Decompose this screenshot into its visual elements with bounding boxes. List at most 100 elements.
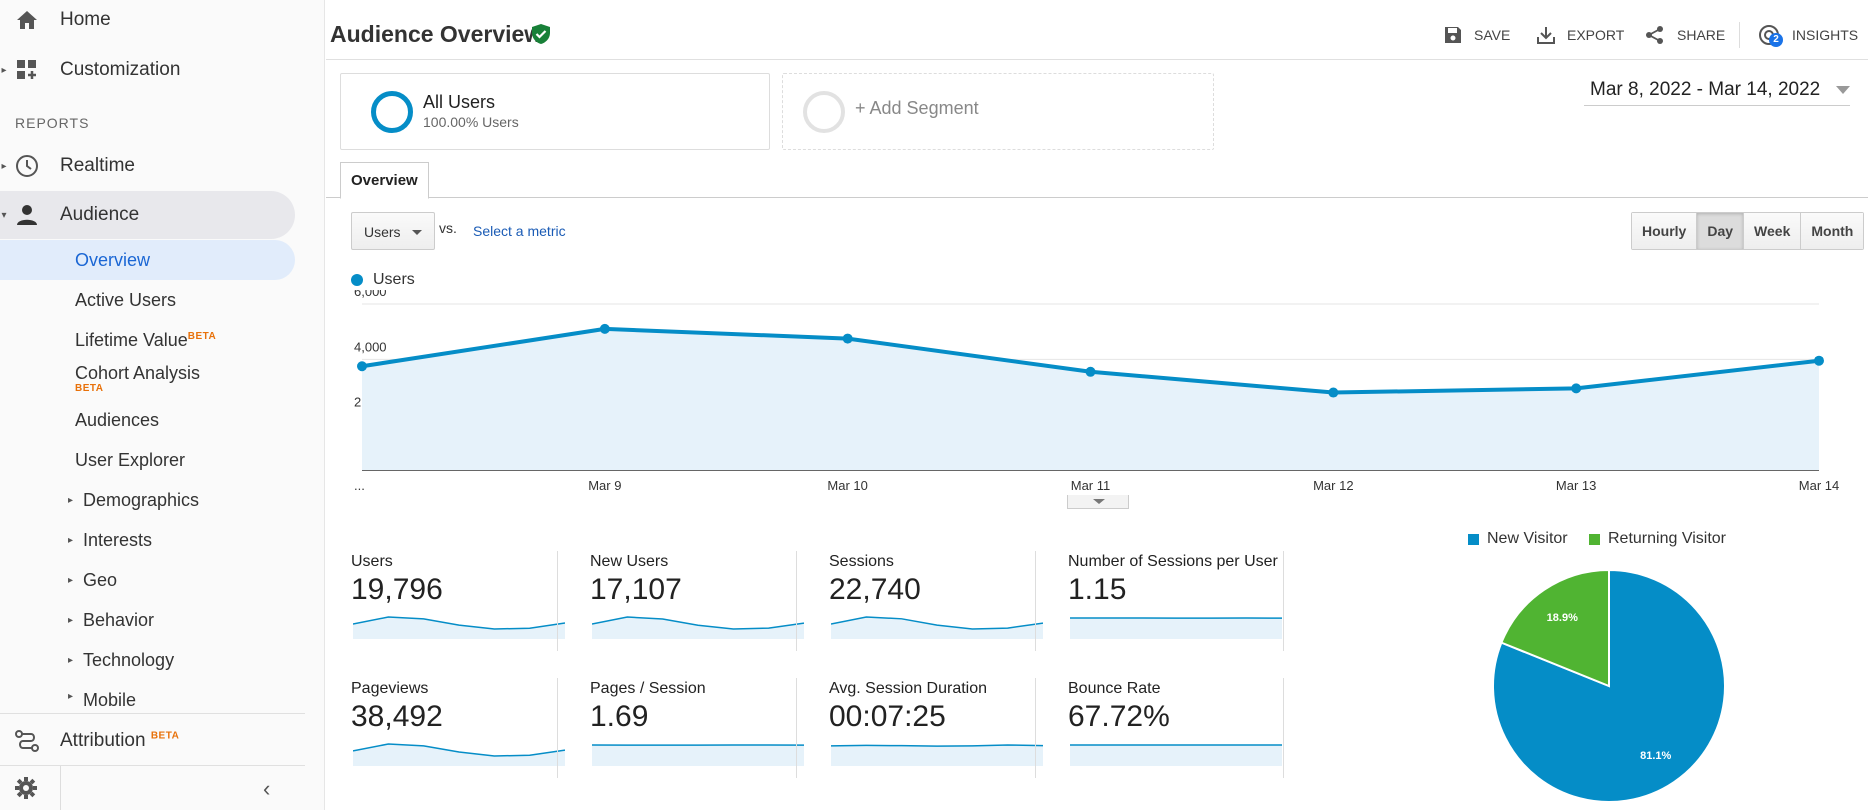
sidebar-item-geo[interactable]: ▸ Geo: [0, 560, 295, 600]
sidebar-item-user-explorer[interactable]: User Explorer: [0, 440, 295, 480]
x-tick-label: Mar 13: [1556, 478, 1596, 493]
kpi-tile: Bounce Rate 67.72%: [1043, 680, 1282, 785]
date-range-text: Mar 8, 2022 - Mar 14, 2022: [1590, 79, 1821, 100]
vs-label: vs.: [439, 220, 457, 236]
sparkline-area: [592, 745, 804, 766]
sidebar-item-realtime[interactable]: ▸ Realtime: [0, 143, 325, 189]
x-tick-label: Mar 12: [1313, 478, 1353, 493]
kpi-sparkline: [592, 616, 804, 639]
sidebar-item-mobile[interactable]: ▸ Mobile: [0, 680, 305, 714]
page-title: Audience Overview: [330, 21, 543, 47]
sparkline-area: [353, 617, 565, 639]
week-button[interactable]: Week: [1744, 213, 1802, 249]
select-metric-link[interactable]: Select a metric: [473, 223, 566, 239]
chevron-down-icon: [1836, 86, 1850, 94]
kpi-value: 38,492: [351, 700, 443, 733]
sidebar-item-label: Home: [60, 9, 111, 30]
y-tick-label: 4,000: [354, 339, 387, 354]
tab-bar: Overview: [326, 162, 1868, 199]
sidebar-item-interests[interactable]: ▸ Interests: [0, 520, 295, 560]
save-button[interactable]: SAVE: [1444, 24, 1510, 46]
export-button[interactable]: EXPORT: [1537, 24, 1624, 46]
kpi-value: 17,107: [590, 573, 682, 606]
sidebar-item-overview[interactable]: Overview: [0, 240, 295, 280]
tab-overview[interactable]: Overview: [340, 162, 429, 199]
sidebar-item-label: Audiences: [75, 409, 160, 430]
caret-right-icon: ▸: [68, 494, 74, 506]
sidebar-item-label: Behavior: [83, 609, 155, 630]
home-icon: [14, 7, 40, 33]
segment-ring-icon: [803, 91, 845, 133]
series-area: [362, 328, 1819, 470]
legend-label: Users: [373, 271, 415, 288]
sparkline-line: [353, 743, 565, 757]
pie-slice: [1492, 568, 1726, 803]
sidebar-item-label: Realtime: [60, 155, 135, 176]
date-range-picker[interactable]: Mar 8, 2022 - Mar 14, 2022: [1584, 76, 1850, 106]
sparkline-area: [1070, 745, 1282, 766]
data-point: [1085, 366, 1096, 377]
legend-swatch: [1589, 533, 1600, 545]
kpi-name: Number of Sessions per User: [1068, 553, 1278, 570]
sidebar-item-attribution[interactable]: Attribution BETA: [0, 718, 325, 764]
page-header: Audience Overview SAVE EXPORT SHARE INSI…: [326, 0, 1868, 60]
kpi-tile: Avg. Session Duration 00:07:25: [804, 680, 1043, 785]
caret-right-icon: ▸: [68, 574, 74, 586]
kpi-tile: Pageviews 38,492: [326, 680, 565, 785]
chart-collapse-toggle[interactable]: [1067, 495, 1129, 509]
share-button[interactable]: SHARE: [1645, 24, 1725, 46]
caret-down-icon: ▾: [1, 209, 7, 221]
kpi-tile: Pages / Session 1.69: [565, 680, 804, 785]
attribution-icon: [14, 728, 40, 754]
chevron-down-icon: [412, 230, 422, 235]
pie-slice-label: 18.9%: [1547, 612, 1578, 624]
sidebar-item-audience[interactable]: ▾ Audience: [0, 191, 295, 239]
metric-selector-value: Users: [364, 224, 401, 240]
day-button[interactable]: Day: [1697, 213, 1745, 249]
hourly-button[interactable]: Hourly: [1632, 213, 1698, 249]
lifetime-value-text: Lifetime Value: [75, 329, 188, 350]
kpi-separator: [796, 551, 797, 651]
sidebar-item-label: Demographics: [83, 489, 200, 510]
add-segment-button[interactable]: + Add Segment: [782, 73, 1214, 150]
x-tick-label: Mar 10: [827, 478, 867, 493]
sparkline-line: [592, 616, 804, 630]
segment-all-users[interactable]: All Users 100.00% Users: [340, 73, 770, 150]
kpi-sparkline: [353, 616, 565, 639]
sidebar-item-demographics[interactable]: ▸ Demographics: [0, 480, 295, 520]
sparkline-area: [1070, 618, 1282, 639]
person-icon: [14, 202, 40, 228]
data-point: [1571, 383, 1582, 394]
share-label: SHARE: [1677, 27, 1726, 43]
sidebar-item-cohort-analysis[interactable]: Cohort Analysis BETA: [0, 356, 295, 398]
kpi-value: 19,796: [351, 573, 443, 606]
data-point: [842, 333, 853, 344]
sidebar-item-active-users[interactable]: Active Users: [0, 280, 295, 320]
x-tick-label: Mar 9: [588, 478, 621, 493]
footer-divider: [60, 766, 61, 810]
sidebar-item-audiences[interactable]: Audiences: [0, 400, 295, 440]
kpi-name: Users: [351, 553, 393, 570]
kpi-sparkline: [831, 616, 1043, 639]
sidebar-item-customization[interactable]: ▸ Customization: [0, 47, 325, 93]
x-tick-label: Mar 11: [1071, 478, 1111, 493]
collapse-sidebar-icon[interactable]: ‹: [263, 776, 271, 801]
data-point: [1328, 387, 1339, 398]
sidebar-item-behavior[interactable]: ▸ Behavior: [0, 600, 295, 640]
kpi-separator: [1035, 551, 1036, 651]
sidebar-item-home[interactable]: Home: [0, 0, 325, 43]
sidebar-item-technology[interactable]: ▸ Technology: [0, 640, 295, 680]
y-tick-label: 6,000: [354, 290, 387, 299]
sidebar-item-label: Overview: [75, 249, 151, 270]
segment-percentage: 100.00% Users: [423, 114, 519, 130]
sidebar-item-label: Geo: [83, 569, 118, 590]
sidebar-item-label: Customization: [60, 59, 181, 80]
data-point: [599, 323, 610, 334]
insights-label: INSIGHTS: [1792, 27, 1859, 43]
metric-selector[interactable]: Users: [351, 212, 435, 250]
gear-icon[interactable]: [14, 776, 40, 802]
reports-section-header: REPORTS: [15, 115, 90, 131]
sidebar-item-lifetime-value[interactable]: Lifetime ValueBETA: [0, 320, 295, 360]
month-button[interactable]: Month: [1801, 213, 1864, 249]
caret-right-icon: ▸: [1, 64, 7, 76]
